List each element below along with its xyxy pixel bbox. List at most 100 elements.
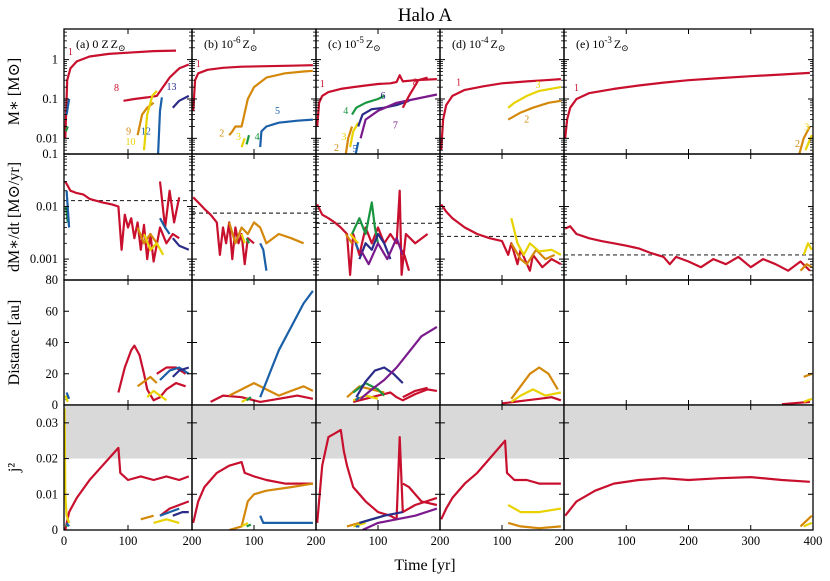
series-line-1-mstar xyxy=(64,49,177,139)
series-line-9-mdot xyxy=(136,227,158,245)
series-label-1: 1 xyxy=(574,83,579,94)
panel-label-solar: ⊙ xyxy=(621,43,629,53)
series-line-5-mstar xyxy=(354,141,360,154)
y-tick-label: 80 xyxy=(46,273,59,287)
panel-label-z: Z xyxy=(491,37,498,51)
series-line-unlabeled-8-j2 xyxy=(64,408,71,524)
y-tick-label: 0 xyxy=(52,523,58,537)
series-label-4: 4 xyxy=(343,106,348,117)
series-line-2-dist xyxy=(228,382,314,397)
series-line-unlabeled-8-dist xyxy=(64,395,69,403)
series-line-4-dist xyxy=(245,396,252,402)
plot-frame xyxy=(315,279,441,406)
plot-frame xyxy=(191,279,317,406)
series-line-6-mstar xyxy=(357,99,410,127)
panel-label-z: Z xyxy=(111,37,118,51)
series-line-2-mdot xyxy=(799,263,813,272)
series-line-5-dist xyxy=(259,290,314,398)
series-line-8-j2 xyxy=(159,500,190,517)
series-line-12-mstar xyxy=(157,97,163,154)
series-line-7-mstar xyxy=(359,93,438,139)
panel-label-solar: ⊙ xyxy=(498,43,506,53)
subplot-e-j2 xyxy=(563,404,814,531)
series-line-2-j2 xyxy=(507,521,561,530)
series-line-1-dist xyxy=(210,394,314,403)
series-label-4: 4 xyxy=(255,132,260,143)
series-label-7: 7 xyxy=(393,120,398,131)
chart-title: Halo A xyxy=(398,5,453,26)
series-line-1-j2 xyxy=(64,446,190,530)
series-line-3-mdot xyxy=(349,233,360,245)
panel-label-main: (c) 10 xyxy=(328,37,356,51)
series-line-7-dist xyxy=(359,325,438,400)
plot-frame xyxy=(563,279,814,406)
panel-label-solar: ⊙ xyxy=(373,43,381,53)
subplot-a-j2: 0 0.01 0.02 0.03 xyxy=(36,404,193,537)
y-tick-label: 0.01 xyxy=(36,131,58,145)
subplot-c-j2 xyxy=(315,404,441,531)
series-label-1: 1 xyxy=(196,59,201,70)
series-line-2-mstar xyxy=(228,69,313,136)
x-tick-label: 100 xyxy=(369,534,388,548)
series-line-2-mdot xyxy=(228,221,305,245)
series-label-2: 2 xyxy=(334,143,339,154)
plot-frame xyxy=(315,153,441,281)
subplot-b-j2 xyxy=(191,404,317,531)
x-axis-label: Time [yr] xyxy=(394,557,455,574)
series-label-6: 6 xyxy=(380,91,385,102)
series-label-3: 3 xyxy=(535,80,540,91)
series-line-5-mdot xyxy=(354,242,360,251)
series-line-4-mdot xyxy=(245,237,250,244)
series-line-6-j2 xyxy=(359,511,404,524)
panel-label-c: (c) 10-5 Z⊙ xyxy=(328,35,381,53)
series-line-8-j2 xyxy=(402,482,438,507)
y-axis-label-mstar: M∗ [M⊙] xyxy=(6,58,23,125)
series-line-1-mstar xyxy=(440,78,561,151)
series-line-9-dist xyxy=(136,375,158,388)
series-line-1-mstar xyxy=(316,74,437,127)
series-label-3: 3 xyxy=(236,132,241,143)
series-line-1-mstar xyxy=(564,71,810,139)
series-line-unlabeled-6-mstar xyxy=(64,126,69,132)
series-label-2: 2 xyxy=(795,139,800,150)
series-line-3-dist xyxy=(803,397,813,403)
subplot-c-dist xyxy=(315,279,441,406)
panel-label-a: (a) 0 Z Z⊙ xyxy=(76,37,126,53)
subplot-e-mdot xyxy=(563,153,814,281)
x-tick-label: 0 xyxy=(61,534,67,548)
x-tick-label: 100 xyxy=(493,534,512,548)
y-tick-label: 0.1 xyxy=(42,92,58,106)
y-tick-label: 0.01 xyxy=(36,200,58,214)
series-line-4-mstar xyxy=(351,94,385,116)
panel-label-exponent: -3 xyxy=(604,35,612,45)
series-line-3-mdot xyxy=(510,217,562,256)
series-line-5-j2 xyxy=(259,515,313,524)
series-line-8-mstar xyxy=(123,63,190,102)
series-line-10-j2 xyxy=(153,518,180,524)
series-line-2-mstar xyxy=(344,126,354,154)
series-line-10-dist xyxy=(146,389,168,402)
series-line-7-j2 xyxy=(362,507,438,530)
series-line-3-mdot xyxy=(802,242,813,256)
panel-d: 1 2 3 (d) 10-4 Z⊙ 200 100 xyxy=(431,28,565,548)
forbidden-region xyxy=(64,405,192,459)
series-line-3-j2 xyxy=(352,521,366,528)
series-line-3-mdot xyxy=(240,233,246,244)
series-line-1-mdot xyxy=(64,180,180,263)
series-line-4-j2 xyxy=(246,523,252,528)
series-line-13-dist xyxy=(172,366,190,378)
series-line-9-j2 xyxy=(140,514,154,521)
forbidden-region xyxy=(564,405,813,459)
x-tick-label: 200 xyxy=(183,534,202,548)
y-tick-label: 20 xyxy=(46,367,59,381)
series-line-4-mdot xyxy=(351,201,380,244)
subplot-d-j2 xyxy=(439,404,565,531)
series-line-unlabeled-7-mstar xyxy=(65,98,71,115)
y-tick-label: 0.03 xyxy=(36,416,58,430)
series-line-1-mdot xyxy=(564,225,811,272)
series-line-6-mdot xyxy=(358,232,392,260)
x-tick-label: 300 xyxy=(741,534,760,548)
series-label-1: 1 xyxy=(68,47,73,58)
